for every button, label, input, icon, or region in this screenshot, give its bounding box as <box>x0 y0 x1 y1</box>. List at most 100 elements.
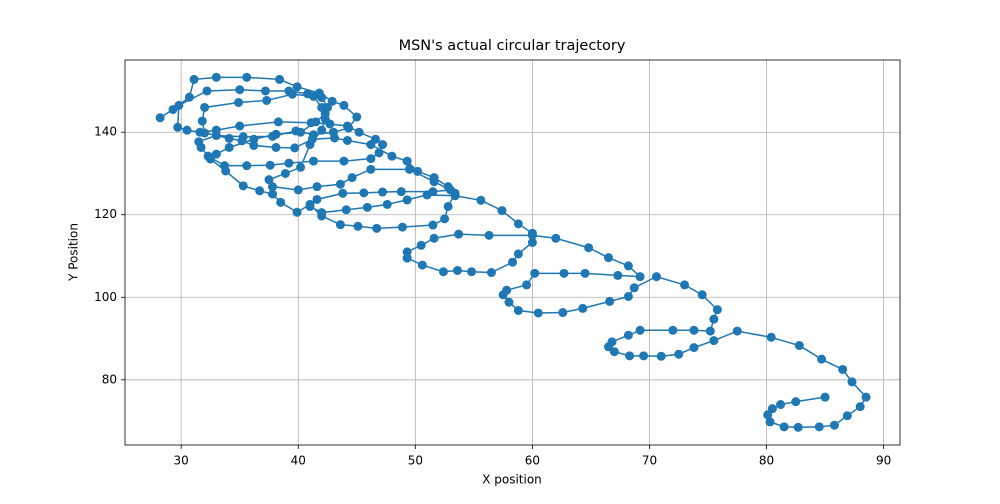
point-marker <box>580 268 590 278</box>
point-marker <box>265 160 275 170</box>
point-marker <box>402 195 412 205</box>
point-marker <box>262 95 272 105</box>
point-marker <box>551 233 561 243</box>
point-marker <box>312 194 322 204</box>
point-marker <box>317 208 327 218</box>
point-marker <box>312 182 322 192</box>
x-tick-label: 90 <box>876 454 891 468</box>
point-marker <box>842 411 852 421</box>
point-marker <box>275 74 285 84</box>
point-marker <box>292 207 302 217</box>
point-marker <box>184 92 194 102</box>
point-marker <box>196 142 206 152</box>
point-marker <box>533 308 543 318</box>
point-marker <box>513 305 523 315</box>
point-marker <box>271 129 281 139</box>
point-marker <box>347 173 357 183</box>
point-marker <box>609 347 619 357</box>
point-marker <box>697 290 707 300</box>
trajectory-line <box>159 76 867 429</box>
chart-title: MSN's actual circular trajectory <box>399 38 626 54</box>
point-marker <box>292 82 302 92</box>
x-tick-label: 70 <box>642 454 657 468</box>
point-marker <box>486 268 496 278</box>
point-marker <box>290 143 300 153</box>
point-marker <box>467 267 477 277</box>
point-marker <box>855 402 865 412</box>
point-marker <box>397 222 407 232</box>
plot-layer <box>155 72 871 432</box>
point-marker <box>776 400 786 410</box>
point-marker <box>387 151 397 161</box>
point-marker <box>366 140 376 150</box>
point-marker <box>559 268 569 278</box>
point-marker <box>584 243 594 253</box>
point-marker <box>417 260 427 270</box>
point-marker <box>712 305 722 315</box>
point-marker <box>280 168 290 178</box>
axes-frame <box>124 59 901 446</box>
point-marker <box>374 148 384 158</box>
point-marker <box>476 195 486 205</box>
point-marker <box>413 166 423 176</box>
point-marker <box>311 117 321 127</box>
point-marker <box>173 122 183 132</box>
point-marker <box>497 206 507 216</box>
point-marker <box>861 392 871 402</box>
point-marker <box>221 166 231 176</box>
point-marker <box>287 89 297 99</box>
x-tick-label: 60 <box>525 454 540 468</box>
point-marker <box>635 272 645 282</box>
point-marker <box>341 205 351 215</box>
point-marker <box>339 156 349 166</box>
point-marker <box>793 422 803 432</box>
point-marker <box>155 113 165 123</box>
point-marker <box>366 164 376 174</box>
point-marker <box>200 128 210 138</box>
point-marker <box>335 220 345 230</box>
point-marker <box>709 336 719 346</box>
point-marker <box>450 191 460 201</box>
point-marker <box>352 112 362 122</box>
point-marker <box>766 332 776 342</box>
point-marker <box>378 140 388 150</box>
point-marker <box>293 185 303 195</box>
y-tick-label: 120 <box>94 207 117 221</box>
point-marker <box>260 86 270 96</box>
point-marker <box>623 261 633 271</box>
point-marker <box>339 100 349 110</box>
x-tick-label: 30 <box>174 454 189 468</box>
point-marker <box>296 162 306 172</box>
point-marker <box>443 201 453 211</box>
point-marker <box>765 417 775 427</box>
point-marker <box>709 314 719 324</box>
point-marker <box>359 188 369 198</box>
point-marker <box>202 86 212 96</box>
point-marker <box>527 237 537 247</box>
point-marker <box>242 161 252 171</box>
point-marker <box>276 197 286 207</box>
x-tick-label: 40 <box>291 454 306 468</box>
point-marker <box>402 156 412 166</box>
point-marker <box>613 270 623 280</box>
point-marker <box>189 74 199 84</box>
point-marker <box>668 325 678 335</box>
point-marker <box>235 121 245 131</box>
point-marker <box>305 201 315 211</box>
point-marker <box>513 249 523 259</box>
point-marker <box>705 326 715 336</box>
y-tick-label: 140 <box>94 125 117 139</box>
point-marker <box>211 72 221 82</box>
point-marker <box>338 188 348 198</box>
point-marker <box>820 392 830 402</box>
point-marker <box>558 308 568 318</box>
point-marker <box>224 133 234 143</box>
point-marker <box>296 127 306 137</box>
point-marker <box>249 140 259 150</box>
point-marker <box>629 283 639 293</box>
point-marker <box>362 202 372 212</box>
point-marker <box>264 175 274 185</box>
point-marker <box>234 98 244 108</box>
